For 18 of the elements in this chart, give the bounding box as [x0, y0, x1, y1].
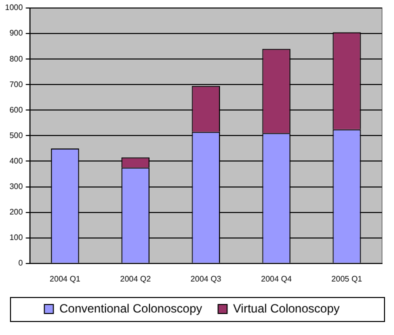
legend-label: Conventional Colonoscopy: [59, 301, 202, 316]
x-tick-label: 2005 Q1: [331, 274, 363, 284]
y-tick-label: 300: [9, 182, 24, 191]
x-tick-label: 2004 Q2: [120, 274, 152, 284]
y-tick-label: 1000: [5, 3, 24, 12]
y-tick-label: 600: [9, 105, 24, 114]
y-tick-label: 100: [9, 233, 24, 242]
y-tick-label: 200: [9, 208, 24, 217]
y-tick-label: 400: [9, 156, 24, 166]
y-tick-label: 500: [9, 130, 24, 140]
x-tick-label: 2004 Q4: [260, 274, 292, 284]
y-tick-label: 0: [18, 258, 24, 268]
y-tick-label: 700: [9, 80, 24, 89]
x-tick-label: 2004 Q3: [190, 274, 222, 284]
y-tick-label: 900: [9, 28, 24, 38]
y-tick-label: 800: [9, 54, 24, 64]
x-tick-label: 2004 Q1: [50, 274, 81, 284]
legend-label: Virtual Colonoscopy: [233, 301, 340, 316]
